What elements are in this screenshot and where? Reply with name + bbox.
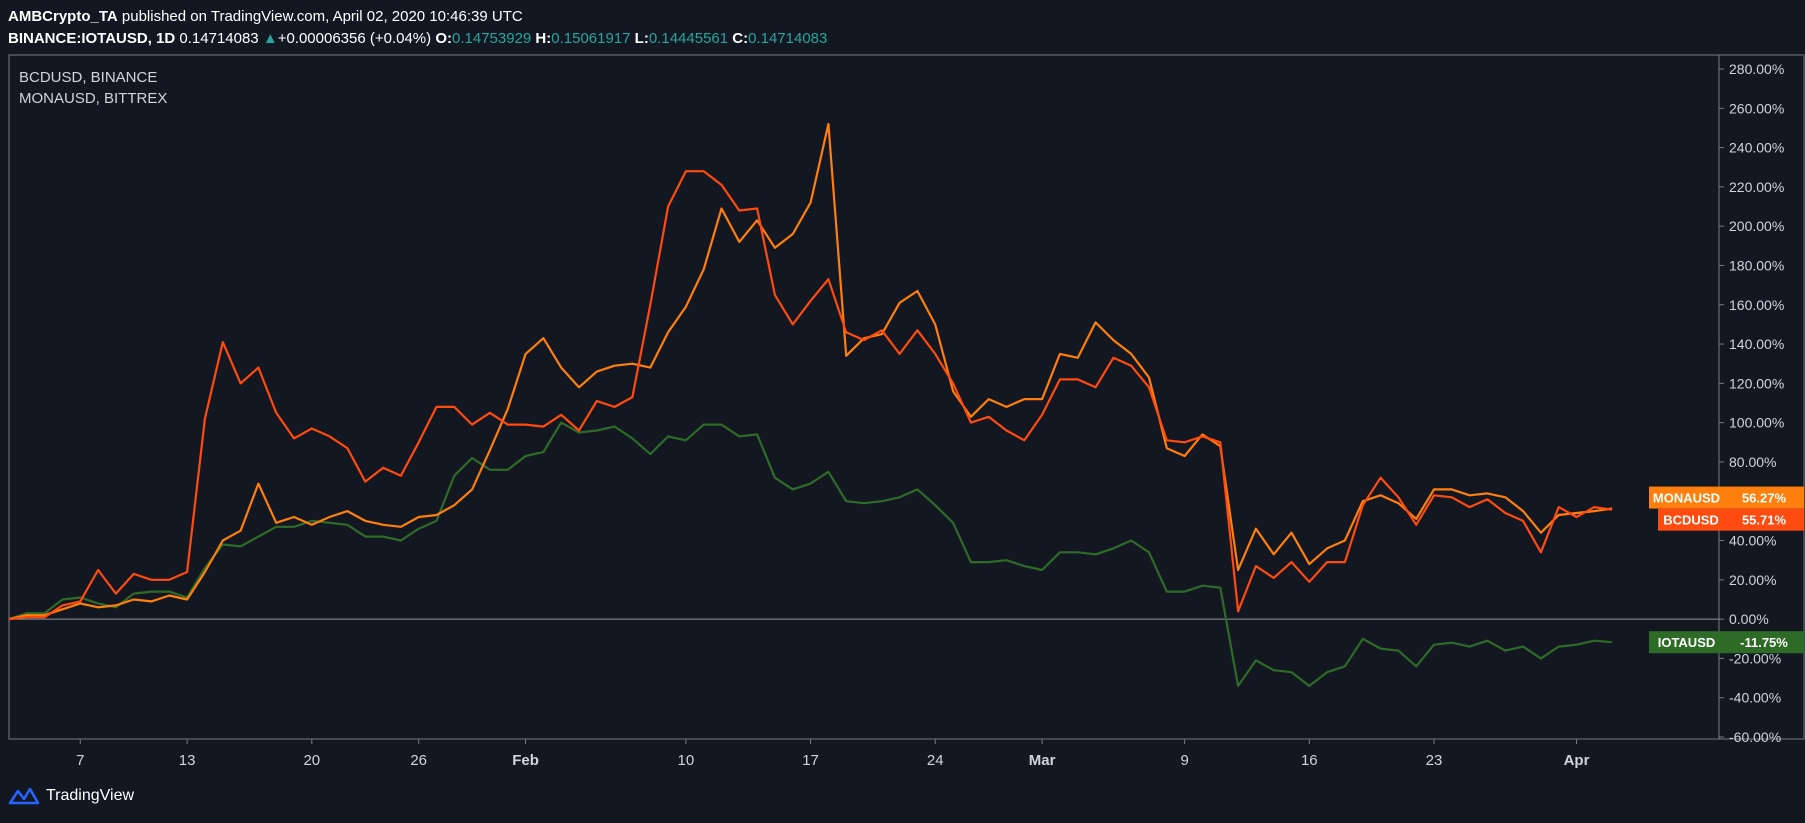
price-badge-iotausd: IOTAUSD -11.75% [1649,631,1804,654]
chart-header: AMBCrypto_TA published on TradingView.co… [8,6,827,50]
symbol-name[interactable]: BINANCE:IOTAUSD, 1D [8,30,176,47]
badge-value-bg [1724,508,1804,531]
y-tick-label: 240.00% [1729,140,1784,156]
symbol-line: BINANCE:IOTAUSD, 1D 0.14714083 ▲+0.00006… [8,28,827,50]
x-tick-label: 7 [76,752,84,769]
x-tick-label: 24 [927,752,944,769]
x-tick-label: 17 [802,752,819,769]
x-tick-label: 10 [678,752,695,769]
badge-name-bg [1649,631,1724,654]
badge-series-name: BCDUSD [1663,513,1719,528]
x-tick-label: 9 [1180,752,1188,769]
price-badge-bcdusd: BCDUSD 55.71% [1658,508,1804,531]
y-tick-label: 140.00% [1729,336,1784,352]
x-tick-label: Mar [1029,752,1056,769]
author-name[interactable]: AMBCrypto_TA [8,8,118,25]
badge-name-bg [1658,508,1724,531]
y-tick-label: 160.00% [1729,297,1784,313]
x-tick-label: 26 [410,752,427,769]
badge-series-name: IOTAUSD [1658,635,1716,650]
last-price: 0.14714083 [179,30,259,47]
open-label: O: [435,30,452,47]
tradingview-brand-label: TradingView [46,787,135,804]
x-tick-label: Apr [1564,752,1590,769]
y-tick-label: 200.00% [1729,218,1784,234]
published-text: published on TradingView.com, April 02, … [121,8,523,25]
x-tick-label: 20 [303,752,320,769]
series-line-monausd[interactable] [8,122,1613,621]
badge-value-bg [1724,486,1804,509]
badge-name-bg [1649,486,1724,509]
series-line-bcdusd[interactable] [8,170,1613,621]
change-up-icon: ▲ [262,30,278,47]
x-tick-label: 23 [1426,752,1443,769]
series-line-iotausd[interactable] [8,421,1613,688]
x-tick-label: 16 [1301,752,1318,769]
legend-item-bcdusd[interactable]: BCDUSD, BINANCE [19,69,158,86]
badge-series-value: 56.27% [1742,491,1787,506]
y-tick-label: 120.00% [1729,375,1784,391]
y-tick-label: 0.00% [1729,611,1769,627]
badge-series-value: -11.75% [1740,635,1788,650]
open-value: 0.14753929 [452,30,532,47]
y-tick-label: -40.00% [1729,690,1781,706]
badge-series-value: 55.71% [1742,513,1787,528]
y-tick-label: 180.00% [1729,257,1784,273]
y-tick-label: 280.00% [1729,61,1784,77]
tradingview-branding[interactable]: TradingView [8,787,134,805]
x-tick-label: 13 [179,752,196,769]
legend-item-monausd[interactable]: MONAUSD, BITTREX [19,90,168,107]
publish-line: AMBCrypto_TA published on TradingView.co… [8,6,827,28]
low-label: L: [634,30,649,47]
y-tick-label: 20.00% [1729,572,1776,588]
y-tick-label: 40.00% [1729,533,1776,549]
x-tick-label: Feb [512,752,539,769]
low-value: 0.14445561 [648,30,729,47]
tradingview-logo-icon [8,787,40,805]
y-tick-label: -20.00% [1729,650,1781,666]
badge-series-name: MONAUSD [1653,491,1720,506]
close-value: 0.14714083 [748,30,828,47]
price-badge-monausd: MONAUSD 56.27% [1649,486,1804,509]
high-value: 0.15061917 [551,30,631,47]
y-tick-label: 80.00% [1729,454,1776,470]
compare-legend: BCDUSD, BINANCE MONAUSD, BITTREX [19,67,167,109]
price-change: +0.00006356 (+0.04%) [277,30,432,47]
badge-value-bg [1724,631,1804,654]
y-tick-label: 220.00% [1729,179,1784,195]
high-label: H: [535,30,552,47]
y-tick-label: -60.00% [1729,729,1781,745]
y-tick-label: 100.00% [1729,415,1784,431]
plot-frame [8,54,1805,740]
close-label: C: [732,30,749,47]
y-tick-label: 260.00% [1729,100,1784,116]
